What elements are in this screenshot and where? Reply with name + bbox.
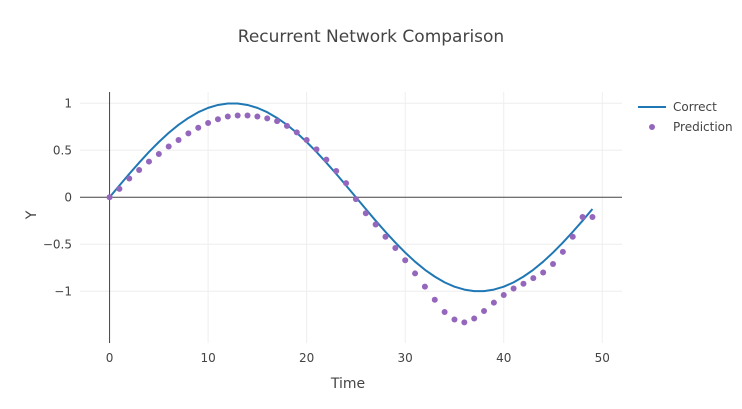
prediction-point: [333, 167, 340, 174]
prediction-point: [343, 180, 350, 187]
prediction-point: [116, 185, 123, 192]
prediction-point: [490, 299, 497, 306]
prediction-point: [500, 292, 507, 299]
prediction-point: [451, 316, 458, 323]
y-tick-label: 1: [64, 96, 72, 110]
series-line-correct: [108, 102, 594, 293]
prediction-point: [540, 269, 547, 276]
legend-item-correct[interactable]: Correct: [638, 100, 717, 114]
prediction-point: [293, 129, 300, 136]
prediction-point: [461, 319, 468, 326]
x-tick-label: 40: [496, 351, 511, 365]
prediction-point: [205, 120, 212, 127]
prediction-point: [126, 175, 133, 182]
prediction-point: [244, 112, 251, 119]
prediction-point: [136, 167, 143, 174]
y-tick-label: 0: [64, 190, 72, 204]
legend-label: Correct: [673, 100, 717, 114]
prediction-point: [569, 233, 576, 240]
y-tick-label: −0.5: [43, 237, 72, 251]
plot-area: 1 0.5 0 −0.5 −1 0 10 20 30 40 50: [43, 92, 622, 365]
prediction-point: [392, 245, 399, 252]
prediction-point: [520, 280, 527, 287]
prediction-point: [195, 124, 202, 131]
prediction-point: [589, 214, 596, 221]
prediction-point: [550, 261, 557, 268]
y-tick-label: −1: [54, 284, 72, 298]
prediction-point: [274, 118, 281, 125]
y-tick-label: 0.5: [53, 143, 72, 157]
prediction-point: [303, 136, 310, 143]
legend-marker-swatch: [649, 124, 655, 130]
prediction-point: [175, 136, 182, 143]
chart-title: Recurrent Network Comparison: [238, 27, 504, 47]
prediction-point: [559, 248, 566, 255]
prediction-point: [579, 214, 586, 221]
legend-label: Prediction: [673, 120, 733, 134]
prediction-point: [106, 194, 113, 201]
prediction-point: [323, 156, 330, 163]
x-tick-label: 30: [398, 351, 413, 365]
legend[interactable]: Correct Prediction: [638, 100, 733, 134]
prediction-point: [530, 275, 537, 282]
prediction-point: [283, 122, 290, 129]
legend-item-prediction[interactable]: Prediction: [649, 120, 733, 134]
prediction-point: [382, 233, 389, 240]
prediction-point: [510, 285, 517, 292]
prediction-point: [431, 296, 438, 303]
prediction-point: [313, 146, 320, 153]
prediction-point: [254, 113, 261, 120]
x-tick-label: 0: [106, 351, 114, 365]
prediction-point: [352, 196, 359, 203]
prediction-point: [165, 143, 172, 150]
prediction-point: [412, 270, 419, 277]
x-tick-label: 10: [200, 351, 215, 365]
y-axis-title: Y: [24, 210, 40, 220]
prediction-point: [234, 112, 241, 119]
prediction-point: [264, 115, 271, 122]
prediction-point: [224, 113, 231, 120]
prediction-point: [441, 308, 448, 315]
prediction-point: [421, 283, 428, 290]
x-tick-label: 20: [299, 351, 314, 365]
prediction-point: [214, 116, 221, 123]
prediction-point: [481, 308, 488, 315]
prediction-point: [471, 315, 478, 322]
x-tick-label: 50: [595, 351, 610, 365]
x-axis-title: Time: [330, 376, 365, 392]
prediction-point: [362, 210, 369, 217]
prediction-point: [402, 257, 409, 264]
prediction-point: [185, 130, 192, 137]
prediction-point: [145, 158, 152, 165]
prediction-point: [155, 151, 162, 158]
prediction-point: [372, 221, 379, 228]
